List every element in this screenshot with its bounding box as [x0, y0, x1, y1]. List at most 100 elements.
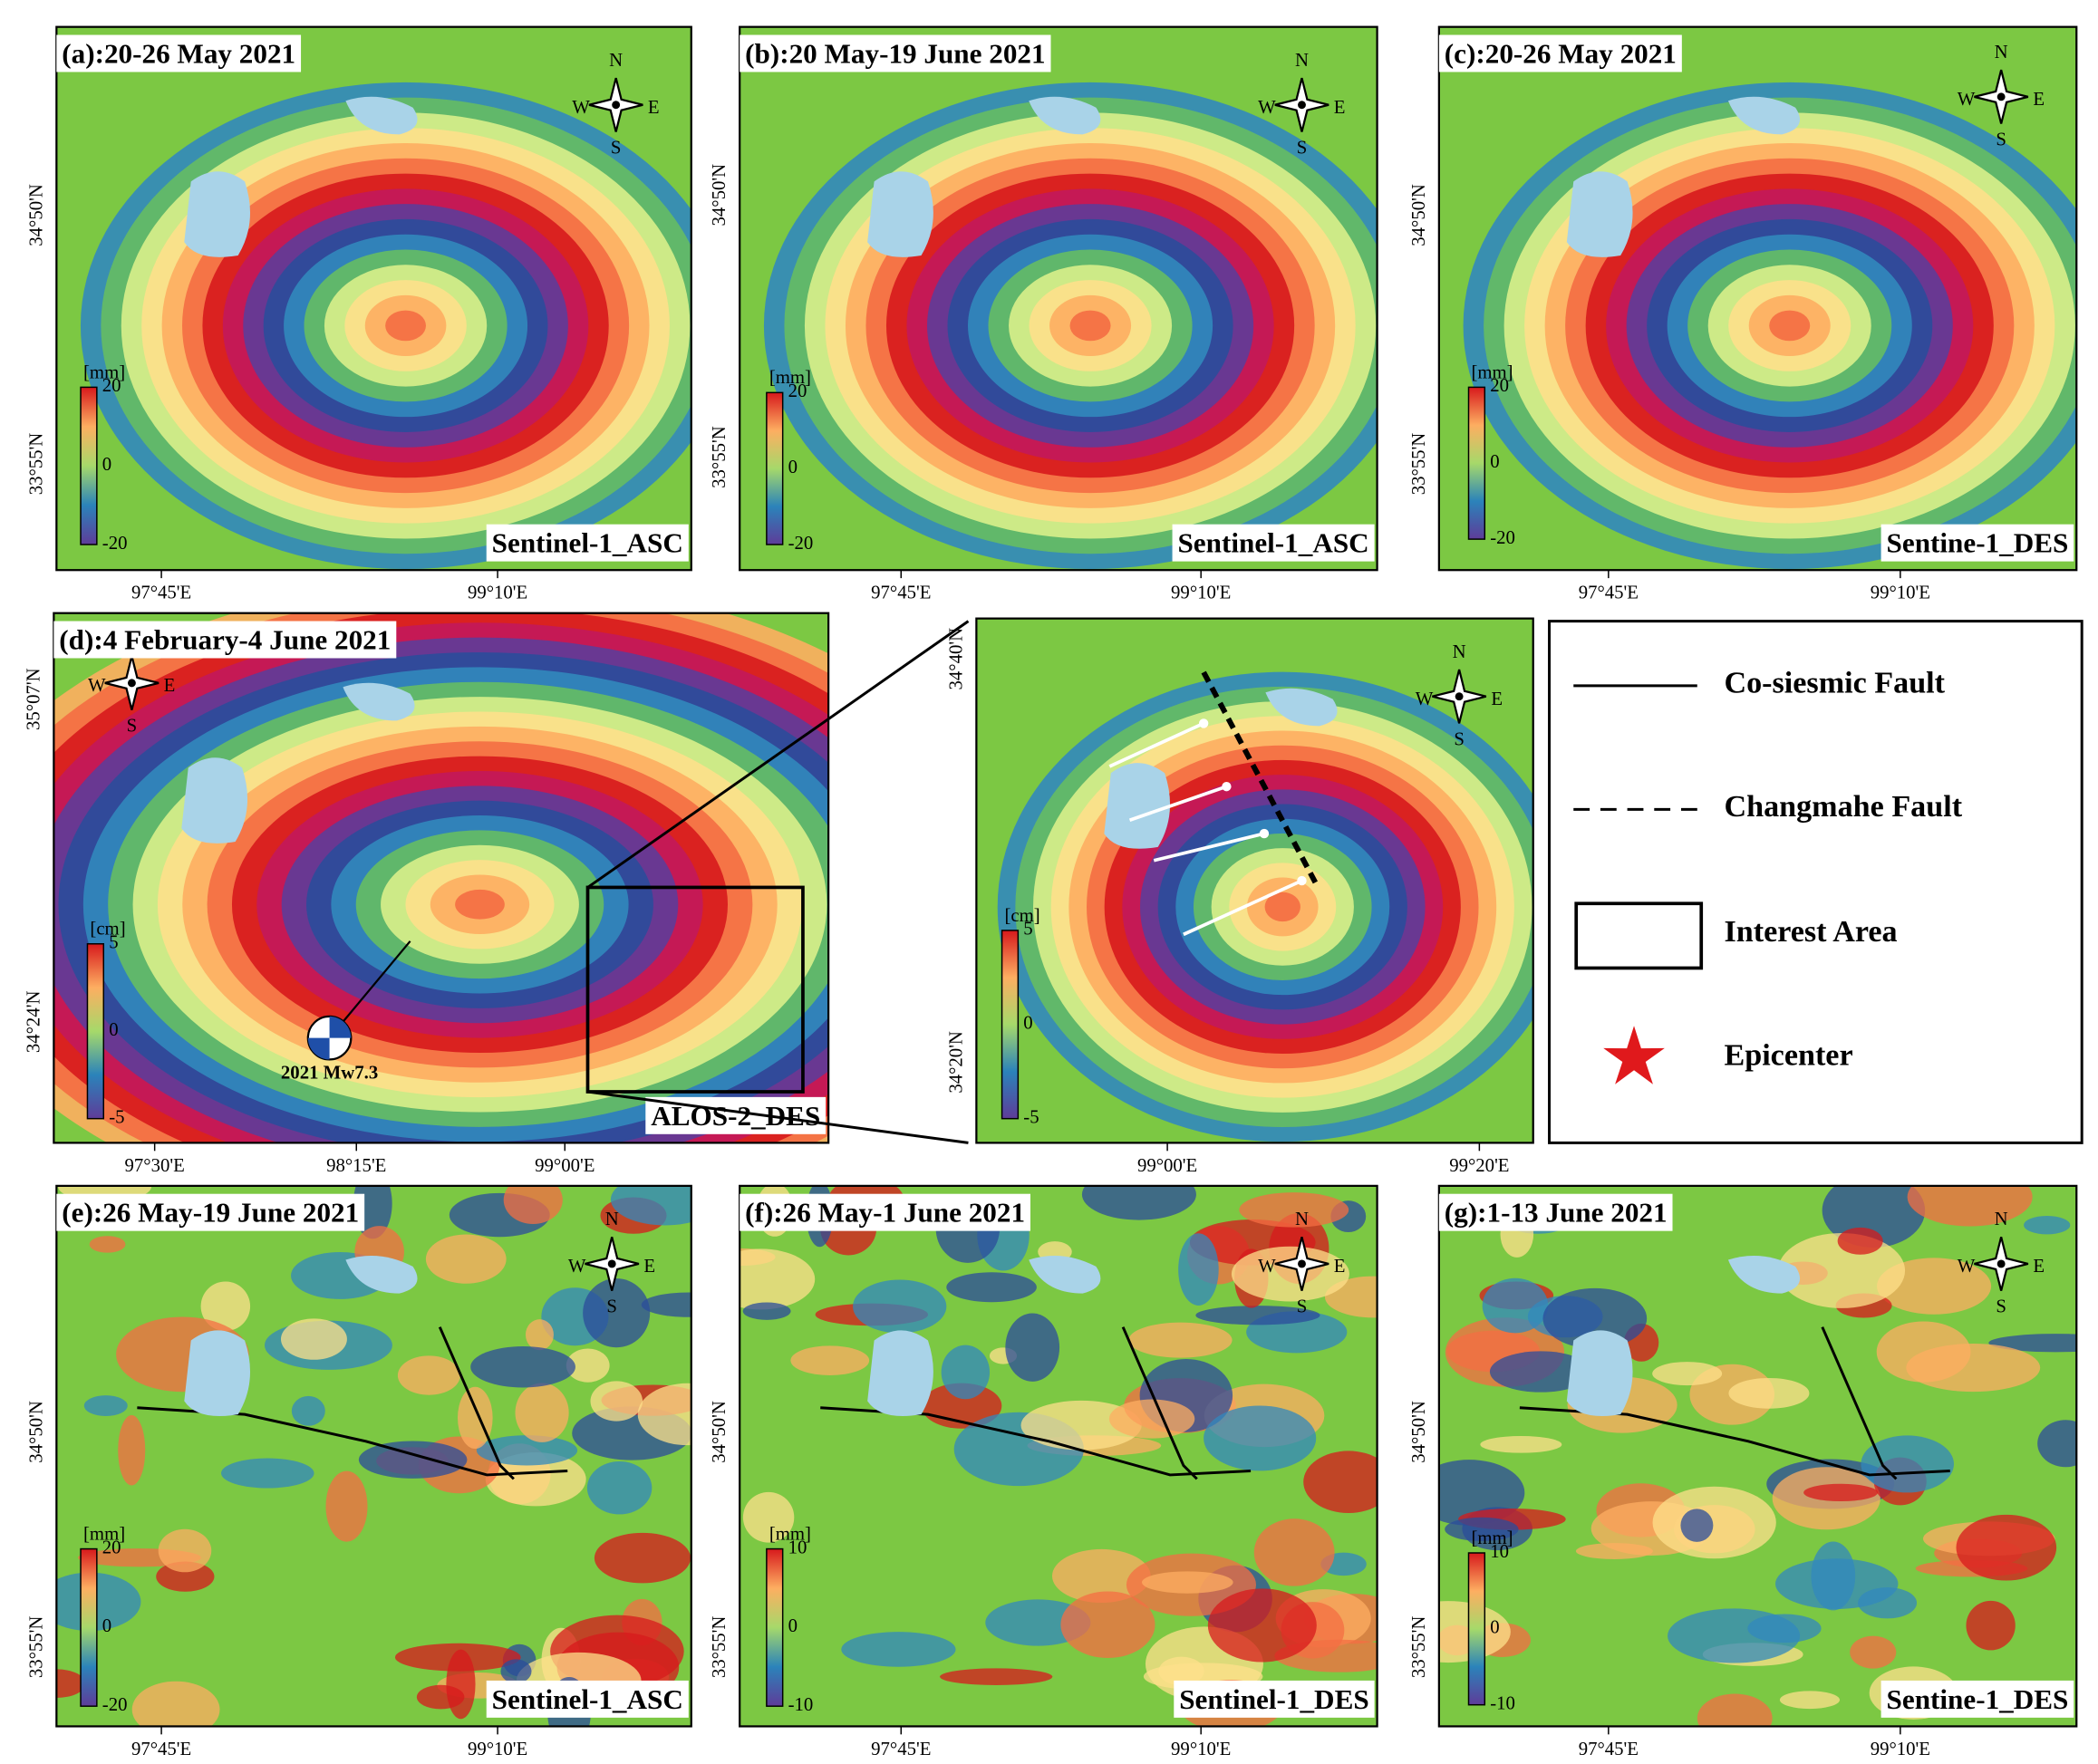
compass-letter: E — [648, 97, 660, 118]
x-tick-label: 97°45'E — [1579, 583, 1639, 603]
compass-center — [1298, 1259, 1306, 1268]
y-tick-label: 33°55'N — [709, 426, 730, 488]
compass-letter: E — [1334, 97, 1346, 118]
lake — [184, 1330, 251, 1417]
deformation-blob — [940, 1668, 1053, 1685]
deformation-blob — [394, 1643, 521, 1672]
deformation-blob — [1988, 1334, 2077, 1353]
label-box — [1172, 524, 1375, 562]
slip-arrow — [1153, 832, 1265, 863]
deformation-blob — [425, 1234, 507, 1284]
lake — [867, 1330, 933, 1417]
y-tick-label: 34°20'N — [945, 1031, 966, 1094]
deformation-blob — [742, 1302, 791, 1320]
compass-letter: E — [2033, 89, 2045, 110]
lake — [181, 757, 248, 843]
map-frame — [55, 1184, 692, 1728]
slip-arrow-head — [1259, 828, 1270, 839]
deformation-blob — [1005, 1313, 1060, 1382]
compass-letter: E — [643, 1256, 655, 1277]
deformation-blob — [1652, 1486, 1776, 1559]
deformation-blob — [841, 1632, 956, 1667]
deformation-blob — [1204, 1405, 1317, 1471]
compass-letter: E — [2033, 1256, 2045, 1277]
interest-area — [585, 885, 805, 1094]
colorbar-tick-label: 20 — [102, 375, 121, 396]
label-box — [1880, 524, 2074, 562]
map-image — [56, 1185, 691, 1727]
colorbar — [80, 386, 98, 545]
colorbar-tick-label: 10 — [788, 1537, 807, 1557]
colorbar-tick-label: 0 — [1490, 451, 1499, 472]
panel-title: (a):20-26 May 2021 — [62, 37, 295, 69]
compass-center — [1996, 92, 2006, 101]
deformation-blob — [1303, 1451, 1378, 1513]
lake — [1104, 763, 1171, 849]
sensor-label: Sentinel-1_ASC — [492, 527, 683, 559]
y-tick-label: 34°50'N — [1408, 1401, 1429, 1463]
deformation-blob — [397, 1355, 460, 1395]
label-box — [1174, 1680, 1375, 1718]
compass-letter: W — [1258, 1256, 1276, 1277]
map-image — [56, 26, 691, 571]
compass-letter: N — [1453, 641, 1466, 662]
deformation-blob — [1837, 1227, 1883, 1255]
x-tick-label: 99°10'E — [1171, 1739, 1231, 1759]
lake — [184, 171, 251, 257]
compass-letter: E — [1491, 689, 1503, 709]
deformation-blob — [1239, 1192, 1349, 1228]
label-box — [53, 621, 397, 659]
x-tick-label: 98°15'E — [326, 1155, 386, 1176]
deformation-blob — [1779, 1691, 1840, 1710]
colorbar — [1467, 386, 1486, 540]
y-tick-label: 34°50'N — [709, 1401, 730, 1463]
slip-arrow — [1108, 721, 1204, 768]
colorbar — [80, 1547, 98, 1707]
colorbar-tick-label: -5 — [109, 1106, 124, 1127]
deformation-blob — [1445, 1517, 1519, 1542]
slip-arrow-head — [1297, 875, 1307, 886]
colorbar-tick-label: -20 — [788, 533, 814, 554]
fringe — [455, 889, 505, 920]
deformation-blob — [2037, 1420, 2077, 1468]
x-tick-label: 97°45'E — [131, 583, 191, 603]
map-frame — [1437, 25, 2078, 572]
panel-title: (e):26 May-19 June 2021 — [62, 1197, 359, 1229]
sensor-label: Sentine-1_DES — [1887, 527, 2069, 559]
fringe — [1264, 892, 1300, 922]
lake — [1727, 96, 1801, 135]
deformation-blob — [503, 1185, 563, 1224]
deformation-blob — [1907, 1185, 2033, 1227]
slip-arrow — [1183, 879, 1303, 937]
label-box — [56, 34, 302, 72]
lake — [1029, 1255, 1101, 1294]
colorbar-unit: [mm] — [1471, 1528, 1513, 1548]
compass-letter: N — [605, 1209, 619, 1229]
deformation-blob — [740, 1248, 816, 1310]
y-tick-label: 33°55'N — [1408, 1616, 1429, 1679]
deformation-blob — [583, 1278, 651, 1348]
label-box — [1438, 34, 1682, 72]
deformation-blob — [470, 1346, 575, 1388]
colorbar — [1001, 930, 1020, 1120]
deformation-blob — [89, 1236, 126, 1253]
compass-letter: W — [1958, 89, 1976, 110]
deformation-blob — [56, 1572, 141, 1632]
colorbar-tick-label: -10 — [788, 1694, 814, 1715]
y-tick-label: 34°50'N — [25, 1401, 46, 1463]
changmahe-fault — [1201, 670, 1320, 889]
lake — [345, 96, 418, 135]
label-box — [740, 1193, 1030, 1231]
lake — [345, 1255, 418, 1294]
deformation-blob — [1081, 1185, 1196, 1220]
colorbar-tick-label: 0 — [1490, 1617, 1499, 1638]
deformation-blob — [1480, 1436, 1562, 1453]
colorbar-tick-label: 5 — [109, 932, 118, 953]
deformation-blob — [325, 1470, 368, 1542]
legend-label: Interest Area — [1724, 915, 1897, 949]
colorbar-tick-label: 0 — [102, 1615, 111, 1636]
sensor-label: Sentine-1_DES — [1887, 1683, 2069, 1715]
deformation-blob — [2024, 1216, 2071, 1235]
colorbar — [1467, 1552, 1486, 1706]
deformation-blob — [291, 1395, 325, 1426]
